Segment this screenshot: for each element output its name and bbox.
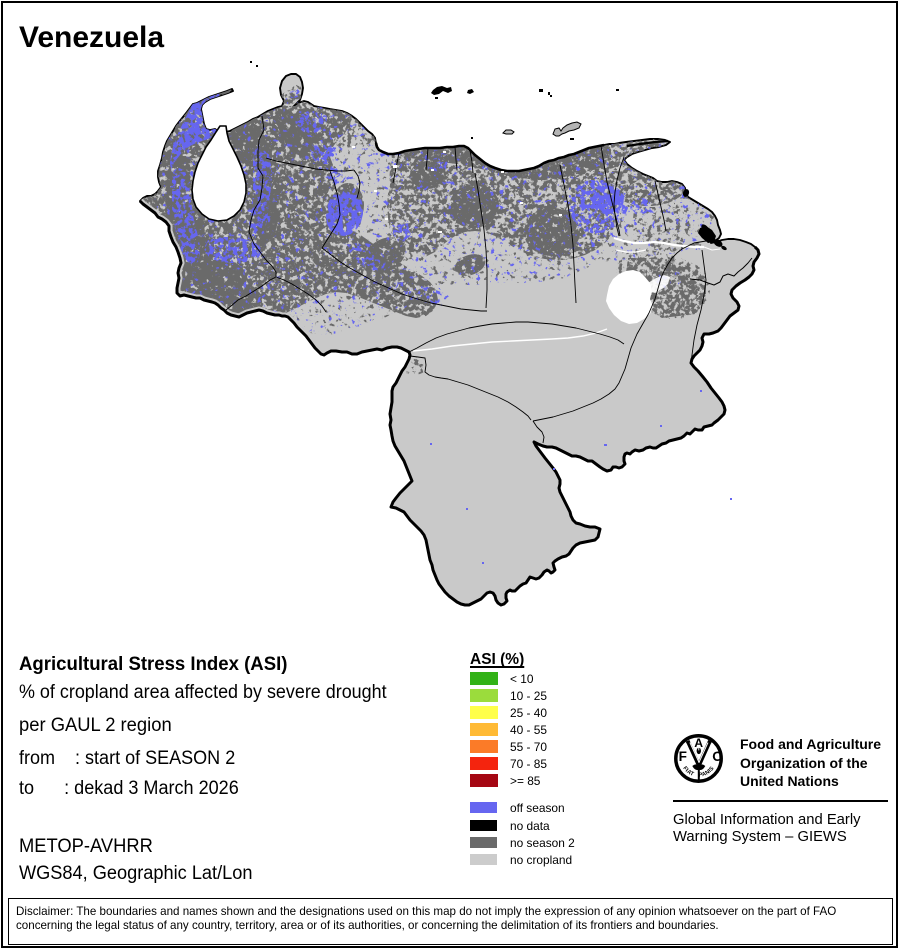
svg-text:F: F — [679, 749, 687, 764]
svg-text:O: O — [712, 749, 723, 764]
svg-text:A: A — [694, 736, 703, 750]
